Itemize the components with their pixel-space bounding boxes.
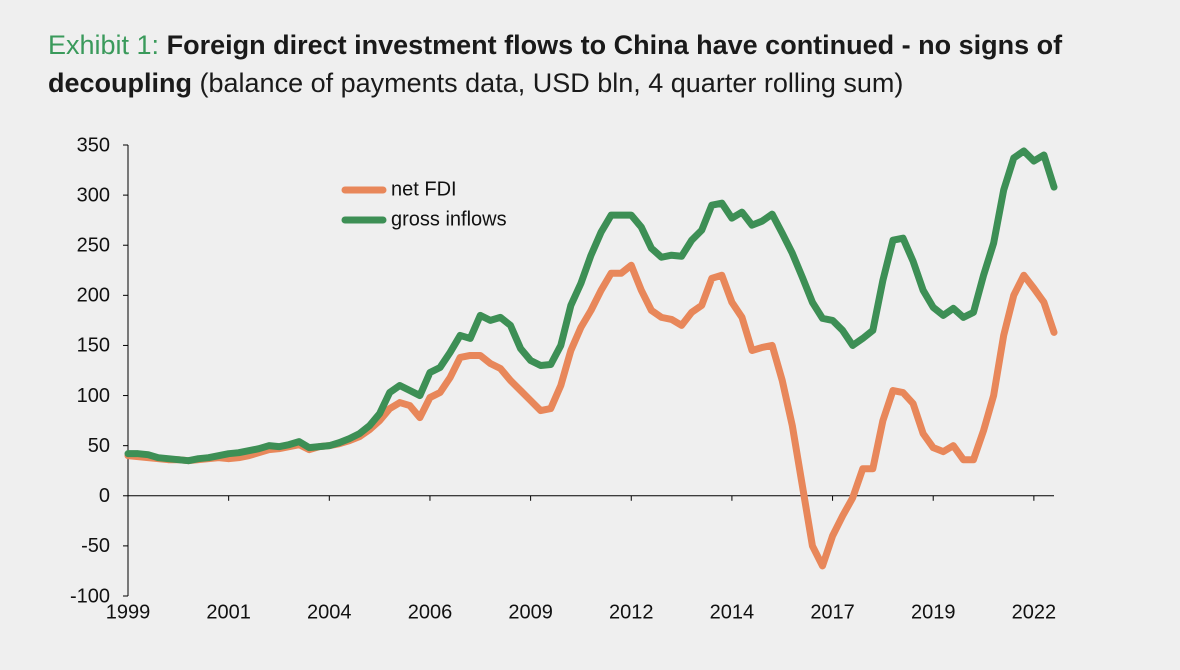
- legend-label: net FDI: [391, 178, 457, 200]
- y-tick-label: -100: [70, 585, 110, 607]
- x-tick-label: 2006: [408, 601, 453, 623]
- series-line: [124, 147, 1058, 465]
- x-tick-label: 2017: [810, 601, 855, 623]
- x-tick-label: 2001: [206, 601, 251, 623]
- y-tick-label: 50: [88, 435, 110, 457]
- title-block: Exhibit 1: Foreign direct investment flo…: [48, 26, 1148, 102]
- series-line: [124, 261, 1058, 570]
- x-tick-label: 2014: [710, 601, 755, 623]
- y-tick-label: 350: [77, 134, 110, 156]
- legend-label: gross inflows: [391, 208, 507, 230]
- x-tick-label: 2019: [911, 601, 956, 623]
- y-tick-label: 100: [77, 385, 110, 407]
- x-tick-label: 2009: [508, 601, 553, 623]
- y-tick-label: -50: [81, 535, 110, 557]
- chart-subtitle: (balance of payments data, USD bln, 4 qu…: [199, 68, 904, 98]
- y-tick-label: 150: [77, 335, 110, 357]
- x-tick-label: 1999: [106, 601, 151, 623]
- title-label: Exhibit 1:: [48, 30, 160, 60]
- chart-title: Foreign direct investment flows to China…: [48, 30, 1063, 98]
- x-tick-label: 2022: [1012, 601, 1057, 623]
- x-tick-label: 2012: [609, 601, 654, 623]
- y-tick-label: 250: [77, 235, 110, 257]
- y-tick-label: 0: [99, 485, 110, 507]
- y-tick-label: 200: [77, 285, 110, 307]
- x-tick-label: 2004: [307, 601, 352, 623]
- y-tick-label: 300: [77, 184, 110, 206]
